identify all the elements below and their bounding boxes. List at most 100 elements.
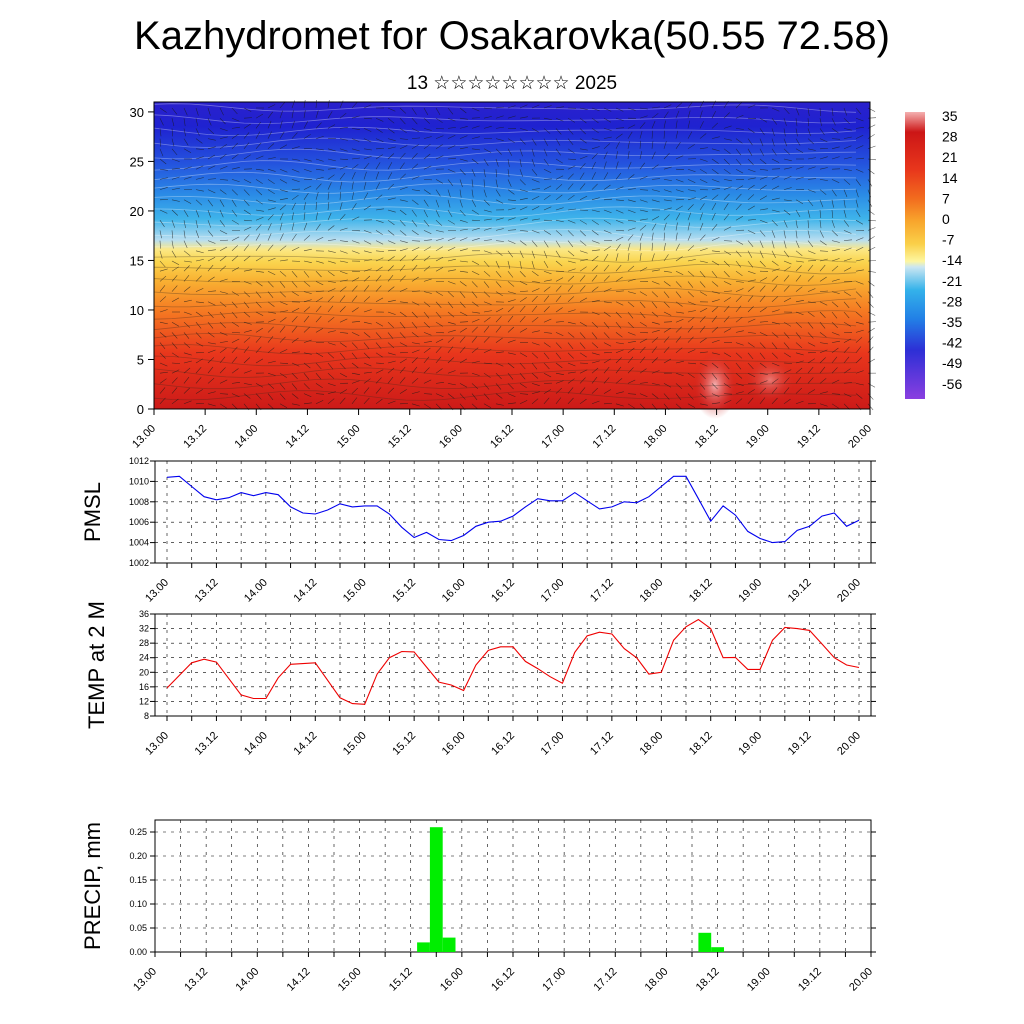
wind-barb xyxy=(807,230,811,239)
wind-barb xyxy=(591,255,599,262)
wind-barb xyxy=(171,285,178,292)
wind-barb xyxy=(771,352,778,359)
wind-barb xyxy=(699,316,706,323)
wind-barb xyxy=(579,362,589,364)
wind-barb xyxy=(471,125,480,129)
wind-barb xyxy=(723,148,731,154)
wind-barb xyxy=(279,393,286,400)
wind-barb xyxy=(531,188,540,190)
wind-barb xyxy=(543,168,552,174)
wind-barb xyxy=(351,307,359,313)
wind-barb xyxy=(519,206,528,211)
wind-barb xyxy=(327,288,336,292)
wind-barb xyxy=(711,281,719,287)
x-tick-label: 16.12 xyxy=(488,423,516,451)
wind-barb xyxy=(771,362,780,367)
wind-barb xyxy=(783,128,786,137)
wind-barb xyxy=(183,220,186,229)
wind-barb xyxy=(399,358,407,364)
wind-barb xyxy=(699,260,708,263)
wind-barb xyxy=(843,346,850,353)
wind-barb xyxy=(471,189,474,198)
wind-barb xyxy=(219,322,226,328)
wind-barb xyxy=(867,145,876,150)
wind-barb xyxy=(375,194,383,201)
wind-barb xyxy=(663,383,672,388)
wind-barb xyxy=(231,368,239,374)
wind-barb xyxy=(255,113,264,119)
wind-barb xyxy=(555,260,563,267)
wind-barb xyxy=(159,240,161,249)
wind-barb xyxy=(315,176,324,180)
wind-barb xyxy=(579,183,586,190)
wind-barb xyxy=(483,349,492,354)
wind-barb xyxy=(855,311,863,318)
wind-barb xyxy=(795,300,804,303)
wind-barb xyxy=(591,311,600,315)
wind-barb xyxy=(807,264,814,272)
wind-barb xyxy=(555,285,562,292)
wind-barb xyxy=(867,311,876,316)
wind-barb xyxy=(195,275,202,282)
x-tick-label: 16.12 xyxy=(489,730,517,758)
wind-barb xyxy=(303,202,306,211)
wind-barb xyxy=(831,189,837,197)
colorbar-label: 7 xyxy=(942,190,950,206)
wind-barb xyxy=(555,362,563,369)
wind-barb xyxy=(435,155,444,160)
wind-barb xyxy=(507,250,514,258)
y-tick-label: 1012 xyxy=(129,456,149,466)
wind-barb xyxy=(291,393,299,399)
wind-barb xyxy=(195,311,203,317)
wind-barb xyxy=(243,209,251,215)
wind-barb xyxy=(807,138,814,145)
wind-barb xyxy=(459,311,468,316)
wind-barb xyxy=(771,168,781,170)
wind-barb xyxy=(591,387,598,394)
wind-barb xyxy=(327,330,336,333)
wind-barb xyxy=(747,148,753,156)
wind-barb xyxy=(339,389,348,394)
wind-barb xyxy=(339,372,348,378)
wind-barb xyxy=(231,267,240,272)
wind-barb xyxy=(327,305,334,313)
wind-barb xyxy=(795,148,804,153)
wind-barb xyxy=(783,230,786,239)
y-tick-label: 1002 xyxy=(129,558,149,568)
wind-barb xyxy=(807,275,814,282)
wind-barb xyxy=(579,275,586,282)
wind-barb xyxy=(315,122,322,129)
series-line xyxy=(166,618,860,705)
wind-barb xyxy=(315,168,324,171)
y-tick-label: 1004 xyxy=(129,538,149,548)
wind-barb xyxy=(675,383,683,390)
wind-barb xyxy=(783,107,790,115)
wind-barb xyxy=(207,178,217,180)
x-tick-label: 19.12 xyxy=(786,730,814,758)
wind-barb xyxy=(399,377,406,384)
wind-barb xyxy=(687,131,693,139)
wind-barb xyxy=(507,207,516,211)
wind-barb xyxy=(747,194,755,201)
wind-barb xyxy=(447,219,456,225)
wind-barb xyxy=(819,199,824,208)
wind-barb xyxy=(255,358,264,364)
wind-barb xyxy=(423,136,432,139)
wind-barb xyxy=(687,259,696,262)
wind-barb xyxy=(279,326,286,333)
wind-barb xyxy=(291,194,299,201)
wind-barb xyxy=(363,332,371,338)
y-tick-label: 0.05 xyxy=(129,923,147,933)
wind-barb xyxy=(423,239,432,241)
wind-barb xyxy=(339,318,348,323)
y-tick-label: 30 xyxy=(130,105,144,120)
wind-barb xyxy=(555,219,564,223)
wind-barb xyxy=(255,216,264,221)
wind-barb xyxy=(735,128,744,130)
wind-barb xyxy=(543,306,550,313)
wind-barb xyxy=(231,126,240,129)
wind-barb xyxy=(555,207,564,211)
x-tick-label: 15.12 xyxy=(387,966,415,994)
wind-barb xyxy=(843,338,852,343)
wind-barb xyxy=(531,169,538,176)
